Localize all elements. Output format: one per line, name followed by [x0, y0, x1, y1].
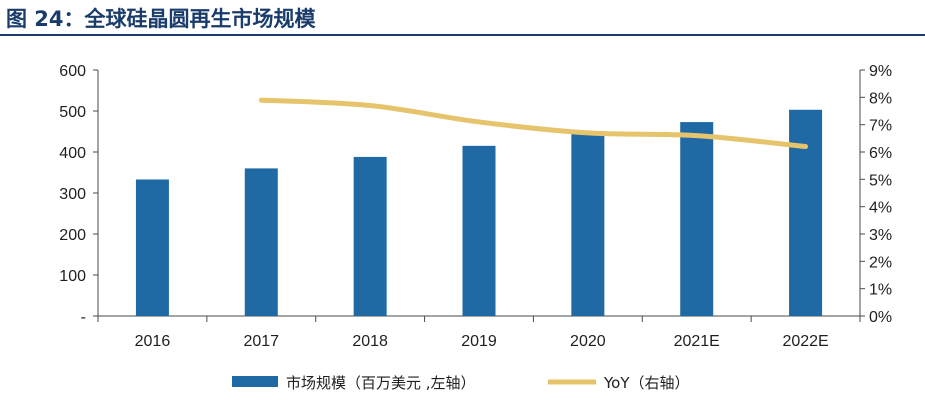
yoy-line-series [258, 97, 809, 150]
left-tick-label: 300 [59, 186, 86, 203]
yoy-line [258, 97, 809, 150]
bar-series [135, 109, 823, 317]
bar-2022E [789, 109, 823, 317]
x-tick-label: 2022E [782, 333, 828, 350]
legend-bar-swatch [232, 376, 278, 387]
bar-2021E [680, 122, 714, 316]
left-tick-label: 600 [59, 63, 86, 80]
left-tick-label: 500 [59, 104, 86, 121]
chart-legend: 市场规模（百万美元 ,左轴） YoY（右轴） [232, 374, 690, 392]
right-tick-label: 1% [869, 282, 892, 299]
bar-2019 [462, 145, 496, 316]
bar-2020 [571, 132, 605, 316]
left-tick-label: - [81, 309, 86, 326]
x-tick-label: 2016 [135, 333, 171, 350]
left-tick-label: 100 [59, 268, 86, 285]
right-tick-label: 8% [869, 90, 892, 107]
left-tick-label: 400 [59, 145, 86, 162]
bar-2016 [135, 179, 169, 316]
bar-2017 [244, 168, 278, 316]
right-tick-label: 9% [869, 63, 892, 80]
legend-line-label: YoY（右轴） [603, 374, 690, 392]
x-tick-label: 2017 [243, 333, 279, 350]
right-tick-label: 5% [869, 172, 892, 189]
right-tick-label: 2% [869, 254, 892, 271]
x-tick-label: 2019 [461, 333, 497, 350]
x-tick-label: 2020 [570, 333, 606, 350]
legend-bar-label: 市场规模（百万美元 ,左轴） [286, 374, 476, 392]
right-tick-label: 6% [869, 145, 892, 162]
right-tick-label: 7% [869, 118, 892, 135]
title-underline [0, 34, 925, 36]
right-tick-label: 3% [869, 227, 892, 244]
right-tick-label: 4% [869, 200, 892, 217]
x-tick-label: 2021E [674, 333, 720, 350]
bar-2018 [353, 156, 387, 316]
chart-axes: - 100 200 300 400 500 600 0% 1% 2% 3% 4% 5% 6% 7% 8% 9% 2… [59, 63, 892, 350]
x-tick-label: 2018 [352, 333, 388, 350]
figure-title-bar: 图 24：全球硅晶圆再生市场规模 [0, 0, 925, 36]
left-tick-label: 200 [59, 227, 86, 244]
right-tick-label: 0% [869, 309, 892, 326]
figure-title: 图 24：全球硅晶圆再生市场规模 [6, 7, 316, 31]
